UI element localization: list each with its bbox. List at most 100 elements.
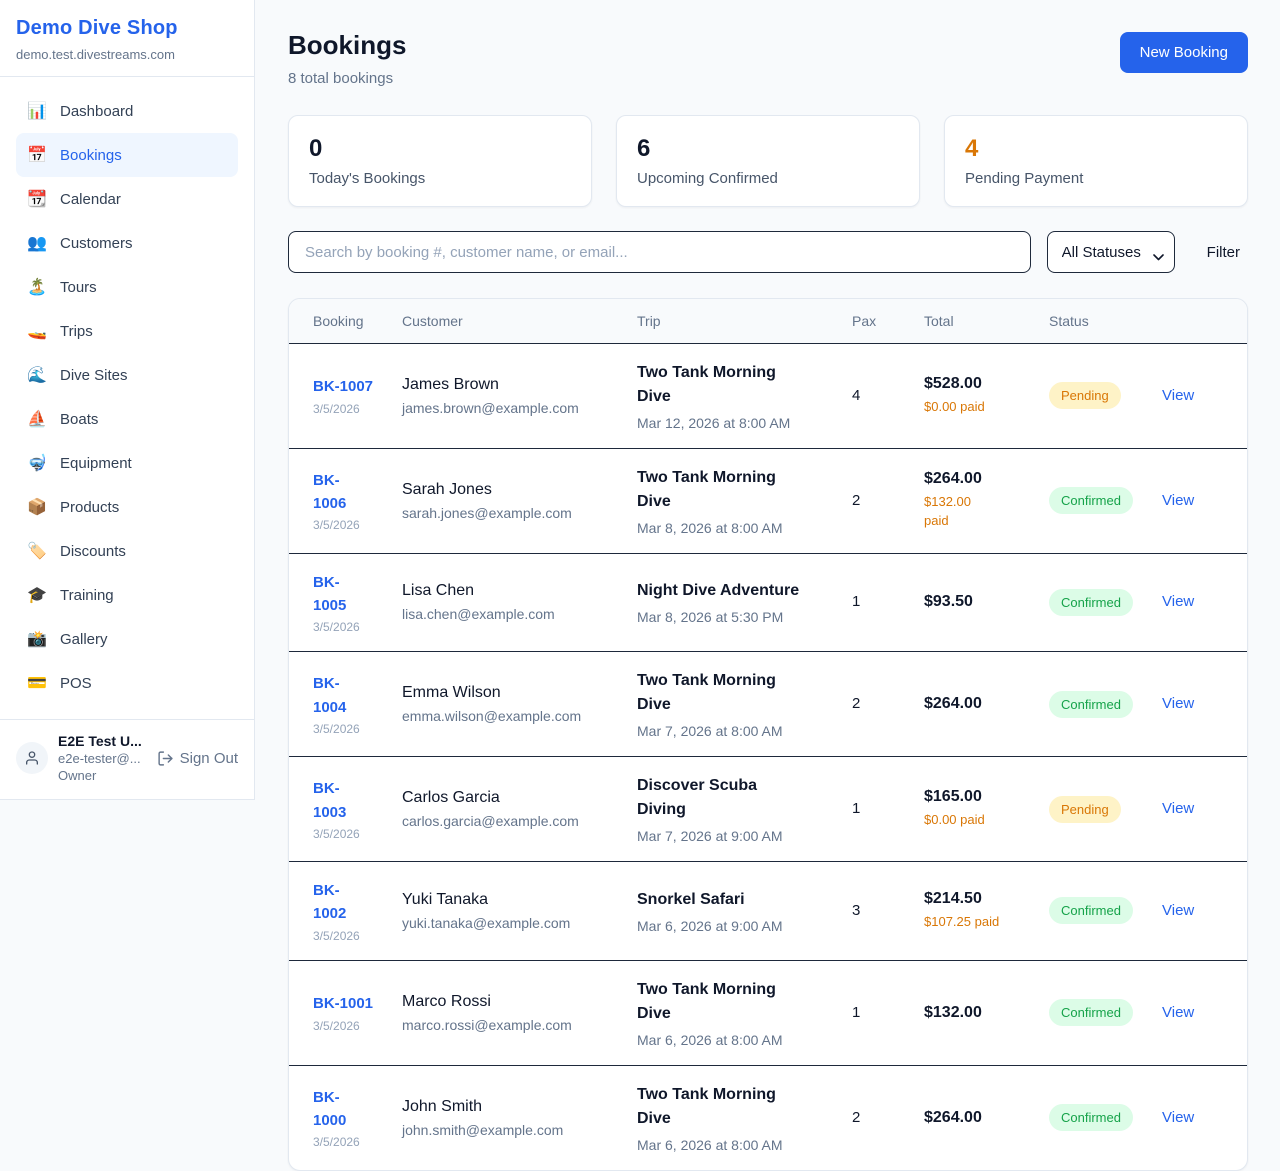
sidebar-item-gallery[interactable]: 📸 Gallery: [16, 617, 238, 661]
stat-value: 0: [309, 135, 323, 162]
booking-id-link[interactable]: BK- 1005: [313, 573, 347, 614]
nav-item-label: Bookings: [60, 146, 122, 164]
nav-item-icon: 📦: [27, 499, 47, 516]
search-input[interactable]: [288, 231, 1031, 273]
pax-cell: 2: [852, 448, 924, 554]
status-badge: Confirmed: [1049, 999, 1133, 1026]
sidebar-item-trips[interactable]: 🚤 Trips: [16, 309, 238, 353]
sidebar-item-discounts[interactable]: 🏷️ Discounts: [16, 529, 238, 573]
trip-cell: Night Dive Adventure Mar 8, 2026 at 5:30…: [637, 553, 852, 652]
booking-id-link[interactable]: BK- 1006: [313, 471, 347, 512]
trip-datetime: Mar 7, 2026 at 9:00 AM: [637, 828, 783, 844]
user-email: e2e-tester@...: [58, 751, 141, 766]
stat-value: 4: [965, 135, 979, 162]
filter-button[interactable]: Filter: [1199, 244, 1248, 261]
sidebar-item-bookings[interactable]: 📅 Bookings: [16, 133, 238, 177]
trip-name: Two Tank Morning Dive: [637, 363, 776, 405]
sign-out-button[interactable]: Sign Out: [157, 750, 238, 767]
sidebar-item-training[interactable]: 🎓 Training: [16, 573, 238, 617]
trip-name: Discover Scuba Diving: [637, 777, 758, 818]
sidebar-item-calendar[interactable]: 📆 Calendar: [16, 177, 238, 221]
nav-item-icon: 📸: [27, 631, 47, 648]
view-link[interactable]: View: [1162, 901, 1195, 919]
status-cell: Confirmed: [1049, 448, 1162, 554]
filters-row: All Statuses Filter: [288, 231, 1248, 273]
booking-id-link[interactable]: BK-1001: [313, 995, 374, 1013]
sidebar-item-products[interactable]: 📦 Products: [16, 485, 238, 529]
booking-id-link[interactable]: BK- 1002: [313, 882, 347, 923]
user-name: E2E Test U...: [58, 733, 142, 749]
booking-date: 3/5/2026: [313, 1135, 360, 1150]
sidebar-item-dive-sites[interactable]: 🌊 Dive Sites: [16, 353, 238, 397]
sign-out-icon: [157, 750, 174, 767]
customer-cell: Marco Rossi marco.rossi@example.com: [402, 960, 637, 1066]
status-cell: Confirmed: [1049, 651, 1162, 757]
nav-item-icon: 🎓: [27, 587, 47, 604]
booking-date: 3/5/2026: [313, 518, 360, 533]
view-link[interactable]: View: [1162, 800, 1195, 817]
view-link[interactable]: View: [1162, 695, 1195, 712]
nav-item-icon: 🏝️: [27, 279, 47, 296]
pax-count: 1: [852, 800, 861, 817]
paid-amount: $0.00 paid: [924, 812, 985, 828]
view-link[interactable]: View: [1162, 593, 1195, 611]
sidebar-item-dashboard[interactable]: 📊 Dashboard: [16, 89, 238, 133]
main-content: Bookings 8 total bookings New Booking 0 …: [255, 0, 1280, 1171]
trip-name: Two Tank Morning Dive: [637, 468, 776, 510]
view-cell: View: [1162, 960, 1247, 1066]
view-cell: View: [1162, 756, 1247, 862]
view-link[interactable]: View: [1162, 1003, 1195, 1021]
booking-cell: BK-1001 3/5/2026: [289, 960, 402, 1066]
sidebar-item-pos[interactable]: 💳 POS: [16, 661, 238, 705]
status-filter-select[interactable]: All Statuses: [1046, 231, 1175, 273]
total-cell: $165.00 $0.00 paid: [924, 756, 1049, 862]
customer-cell: James Brown james.brown@example.com: [402, 343, 637, 449]
pax-cell: 1: [852, 553, 924, 652]
trip-cell: Snorkel Safari Mar 6, 2026 at 9:00 AM: [637, 861, 852, 961]
customer-name: Yuki Tanaka: [402, 890, 488, 908]
trip-datetime: Mar 8, 2026 at 5:30 PM: [637, 609, 784, 626]
table-row: BK- 1005 3/5/2026 Lisa Chen lisa.chen@ex…: [289, 553, 1247, 652]
customer-name: Carlos Garcia: [402, 789, 500, 806]
nav-item-icon: 💳: [27, 675, 47, 692]
table-row: BK- 1002 3/5/2026 Yuki Tanaka yuki.tanak…: [289, 861, 1247, 961]
view-link[interactable]: View: [1162, 491, 1195, 509]
shop-name[interactable]: Demo Dive Shop: [16, 17, 178, 39]
page-subtitle: 8 total bookings: [288, 70, 394, 87]
table-row: BK- 1006 3/5/2026 Sarah Jones sarah.jone…: [289, 448, 1247, 554]
view-cell: View: [1162, 343, 1247, 449]
stat-label: Pending Payment: [965, 170, 1084, 187]
total-amount: $264.00: [924, 695, 982, 712]
booking-id-link[interactable]: BK-1007: [313, 378, 374, 396]
sidebar-item-customers[interactable]: 👥 Customers: [16, 221, 238, 265]
view-link[interactable]: View: [1162, 1108, 1195, 1126]
booking-id-link[interactable]: BK- 1000: [313, 1088, 347, 1129]
new-booking-button[interactable]: New Booking: [1119, 32, 1248, 73]
view-link[interactable]: View: [1162, 386, 1195, 404]
status-cell: Confirmed: [1049, 1065, 1162, 1170]
trip-name: Two Tank Morning Dive: [637, 672, 776, 713]
booking-id-link[interactable]: BK- 1003: [313, 780, 347, 821]
sidebar-item-tours[interactable]: 🏝️ Tours: [16, 265, 238, 309]
trip-datetime: Mar 6, 2026 at 8:00 AM: [637, 1136, 783, 1153]
sign-out-label: Sign Out: [179, 749, 238, 767]
table-row: BK-1001 3/5/2026 Marco Rossi marco.rossi…: [289, 960, 1247, 1066]
view-cell: View: [1162, 861, 1247, 961]
view-cell: View: [1162, 448, 1247, 554]
trip-datetime: Mar 12, 2026 at 8:00 AM: [637, 414, 791, 431]
pax-count: 1: [852, 593, 861, 611]
total-cell: $264.00: [924, 651, 1049, 757]
pax-count: 2: [852, 695, 861, 712]
nav-item-label: Tours: [60, 278, 97, 296]
sidebar-item-equipment[interactable]: 🤿 Equipment: [16, 441, 238, 485]
page-header: Bookings 8 total bookings New Booking: [288, 30, 1248, 87]
view-cell: View: [1162, 1065, 1247, 1170]
pax-count: 1: [852, 1003, 861, 1021]
column-header-total: Total: [924, 299, 1049, 344]
sidebar-item-boats[interactable]: ⛵ Boats: [16, 397, 238, 441]
booking-id-link[interactable]: BK- 1004: [313, 675, 347, 716]
pax-cell: 4: [852, 343, 924, 449]
booking-cell: BK-1007 3/5/2026: [289, 343, 402, 449]
sidebar-header: Demo Dive Shop demo.test.divestreams.com: [0, 0, 254, 77]
table-row: BK- 1000 3/5/2026 John Smith john.smith@…: [289, 1065, 1247, 1170]
